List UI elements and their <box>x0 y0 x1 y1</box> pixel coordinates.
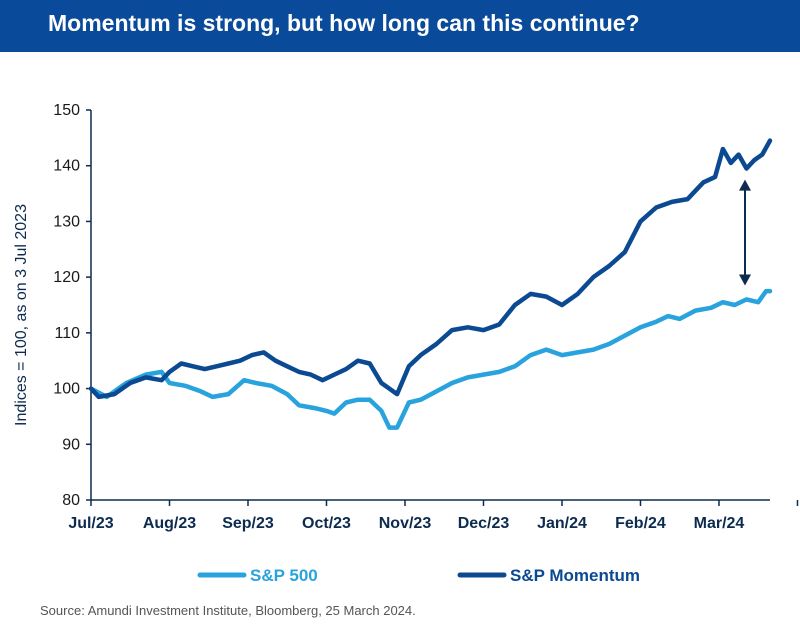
x-tick-label: Mar/24 <box>694 515 745 532</box>
y-tick-label: 100 <box>53 381 80 398</box>
gap-arrow-head-down <box>739 274 751 286</box>
x-tick-label: Aug/23 <box>143 515 196 532</box>
title-banner: Momentum is strong, but how long can thi… <box>0 0 800 52</box>
x-tick-label: Feb/24 <box>615 515 666 532</box>
source-note: Source: Amundi Investment Institute, Blo… <box>40 603 416 618</box>
y-tick-label: 90 <box>62 436 80 453</box>
y-tick-label: 80 <box>62 492 80 509</box>
x-tick-label: Jan/24 <box>537 515 587 532</box>
y-tick-label: 110 <box>54 325 80 342</box>
legend-label-momentum: S&P Momentum <box>510 566 640 585</box>
y-axis-title: Indices = 100, as on 3 Jul 2023 <box>13 204 30 426</box>
y-tick-label: 150 <box>53 102 80 119</box>
gap-arrow-head-up <box>739 179 751 191</box>
x-tick-label: Jul/23 <box>68 515 113 532</box>
x-tick-label: Dec/23 <box>458 515 510 532</box>
x-tick-label: Nov/23 <box>379 515 432 532</box>
page-title: Momentum is strong, but how long can thi… <box>48 10 640 36</box>
x-tick-label: Oct/23 <box>302 515 351 532</box>
y-tick-label: 140 <box>53 158 80 175</box>
x-tick-label: Sep/23 <box>222 515 274 532</box>
series-line-sp500 <box>88 288 773 430</box>
legend-label-sp500: S&P 500 <box>250 566 318 585</box>
y-tick-label: 130 <box>53 213 80 230</box>
y-tick-label: 120 <box>53 269 80 286</box>
series-line-momentum <box>88 138 773 400</box>
